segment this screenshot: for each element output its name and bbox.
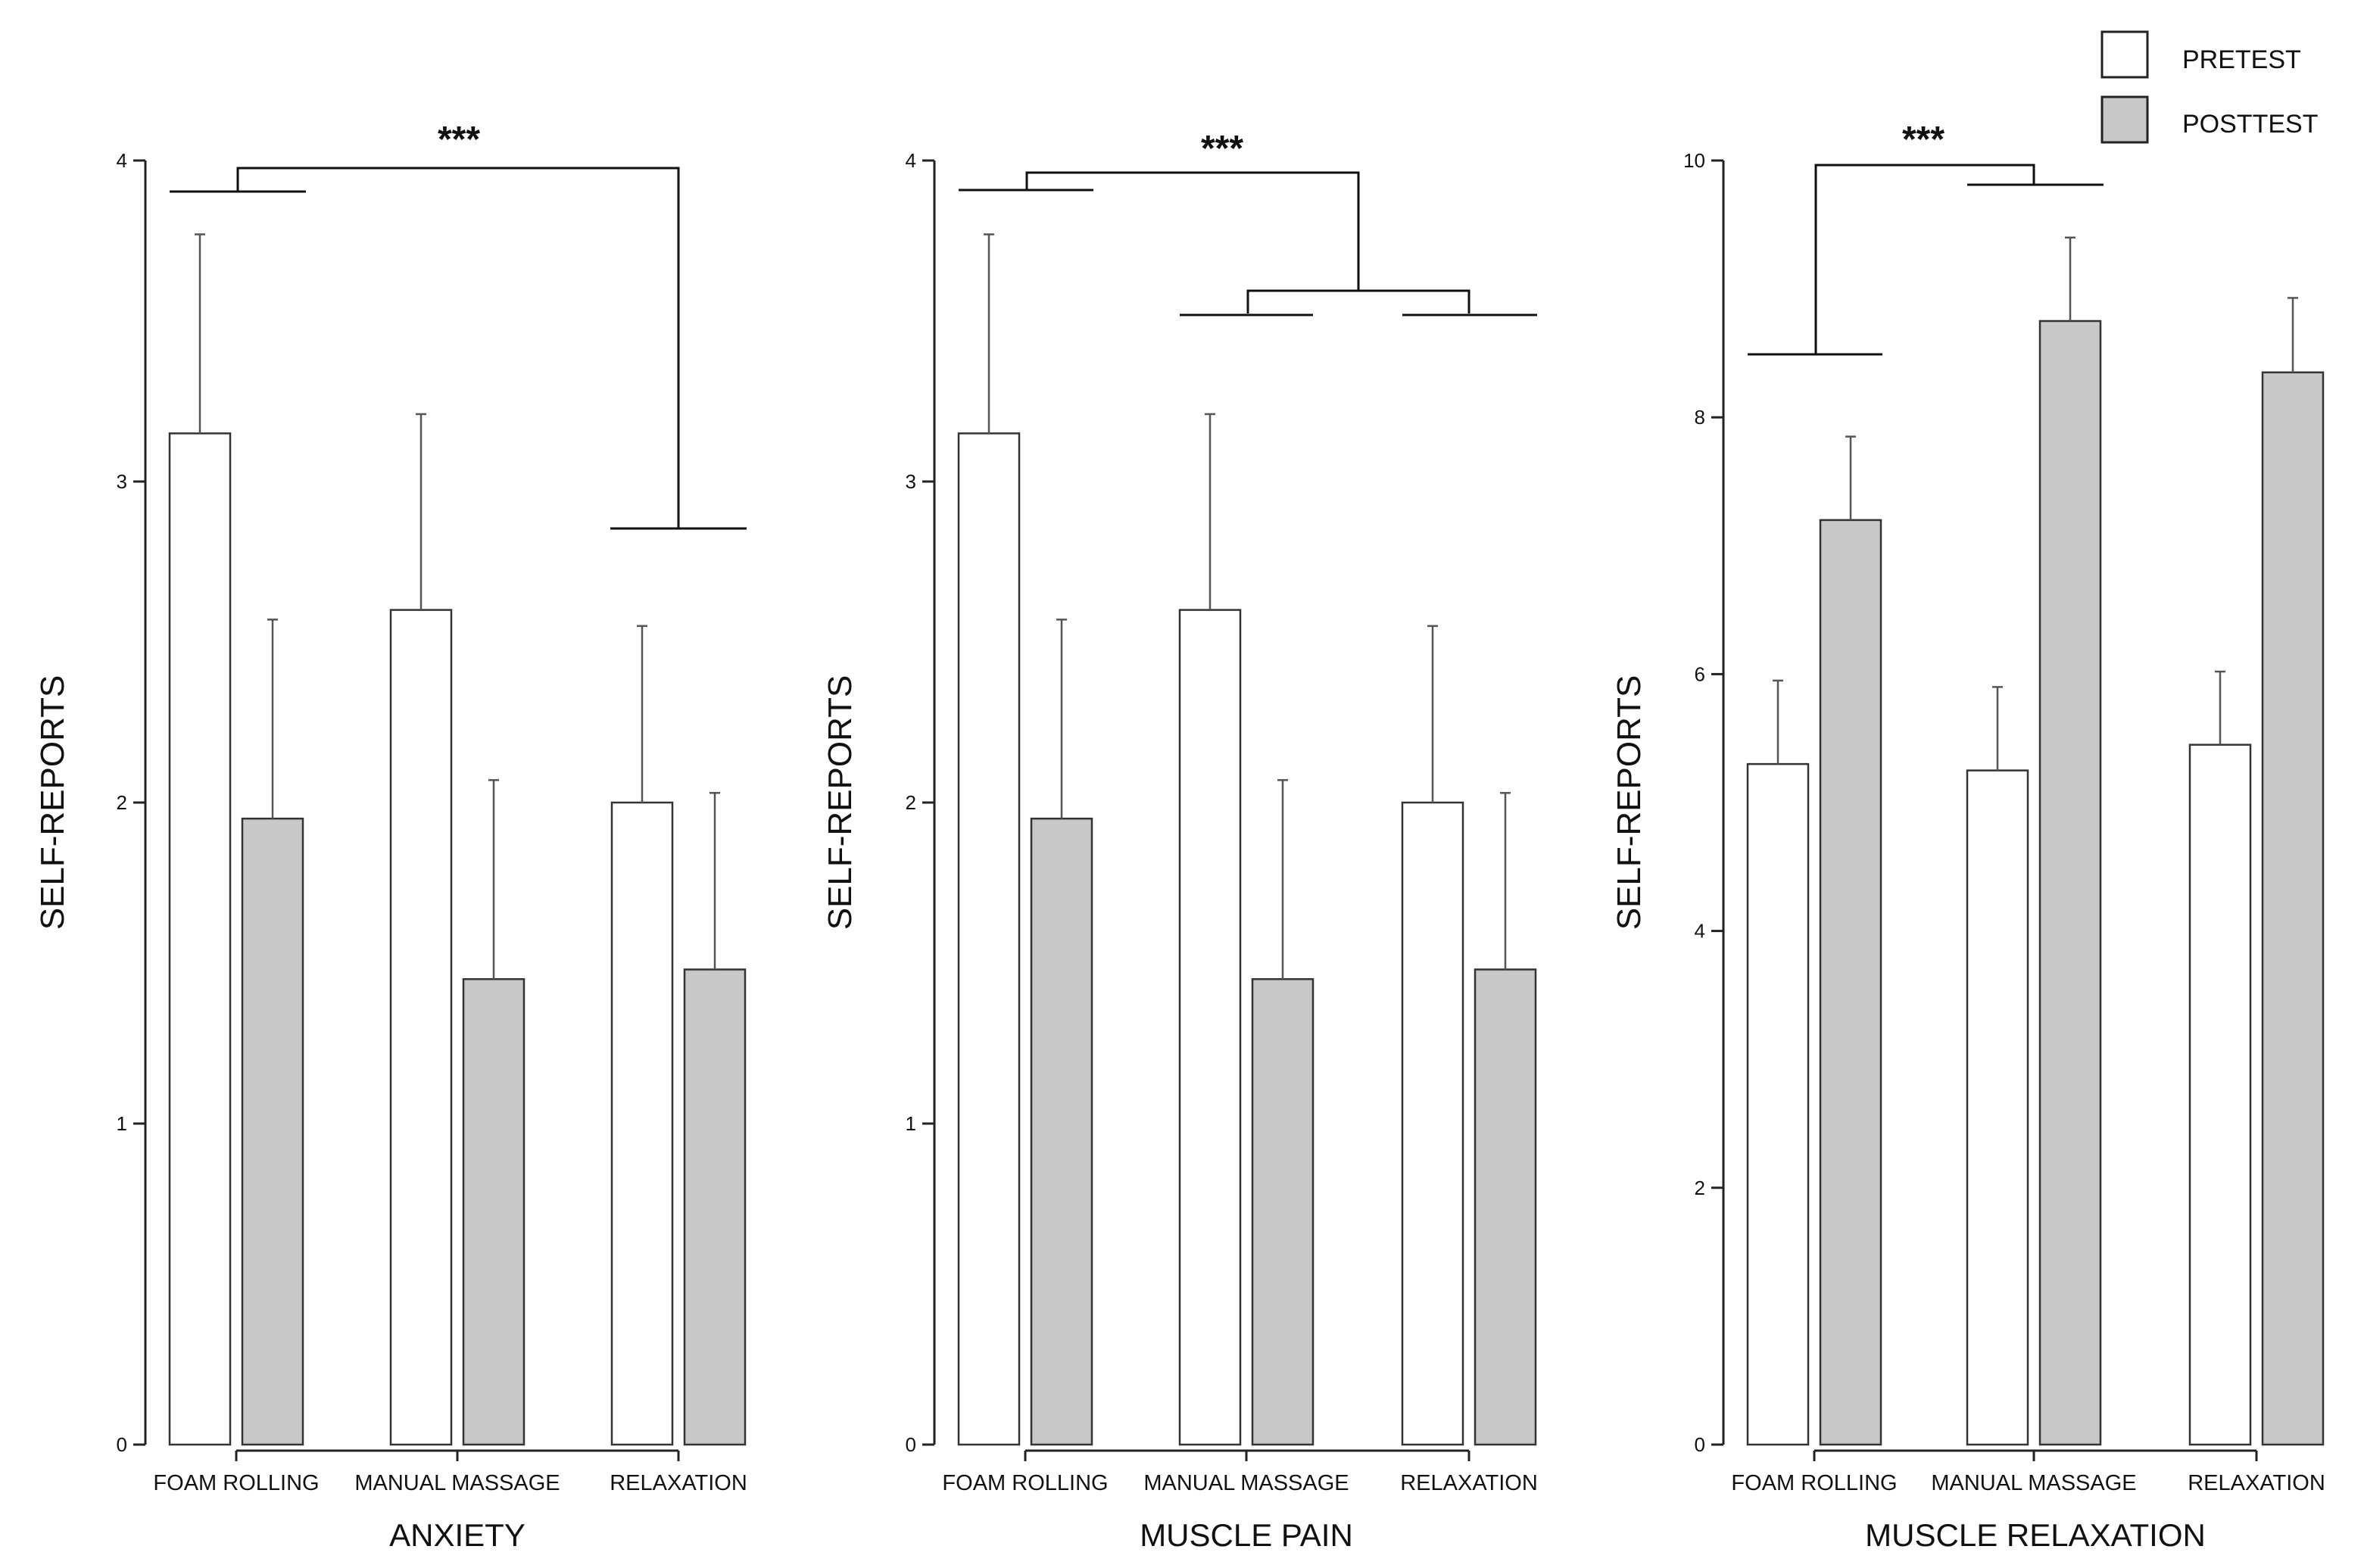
bar-posttest <box>1030 817 1093 1446</box>
y-axis-label: SELF-REPORTS <box>822 675 859 931</box>
significance-label: *** <box>1201 129 1243 169</box>
panel-muscle-pain: SELF-REPORTS MUSCLE PAIN *** 0 1 2 3 4 FOAM R… <box>822 129 1538 1553</box>
x-category-label: MANUAL MASSAGE <box>1931 1471 2136 1495</box>
panel-title-muscle-pain: MUSCLE PAIN <box>1140 1517 1353 1553</box>
y-tick-label: 0 <box>1695 1433 1705 1456</box>
y-tick-label: 6 <box>1695 662 1705 685</box>
category-group: FOAM ROLLING <box>942 233 1109 1495</box>
bar-pretest <box>1401 801 1464 1446</box>
y-axis: 0 1 2 3 4 <box>906 149 936 1456</box>
legend: PRETEST POSTTEST <box>2100 30 2318 144</box>
bar-posttest <box>683 968 747 1446</box>
bar-posttest <box>2038 320 2102 1446</box>
panel-muscle-relaxation: SELF-REPORTS MUSCLE RELAXATION *** 0 2 4 6 8… <box>1611 120 2325 1553</box>
significance-bracket <box>959 171 1537 316</box>
bar-posttest <box>462 977 526 1446</box>
category-group: RELAXATION <box>1400 625 1538 1495</box>
y-tick-label: 3 <box>117 470 127 493</box>
significance-bracket <box>1748 164 2104 356</box>
y-tick-label: 10 <box>1683 149 1705 172</box>
x-category-label: FOAM ROLLING <box>1731 1471 1897 1495</box>
bar-pretest <box>1966 769 2029 1446</box>
y-axis-label: SELF-REPORTS <box>34 675 71 931</box>
legend-label-pretest: PRETEST <box>2182 45 2301 74</box>
x-category-label: RELAXATION <box>2188 1471 2325 1495</box>
bar-pretest <box>1178 609 1242 1446</box>
bar-pretest <box>610 801 674 1446</box>
category-group: RELAXATION <box>2188 297 2325 1495</box>
y-axis: 0 1 2 3 4 <box>117 149 147 1456</box>
panel-title-muscle-relaxation: MUSCLE RELAXATION <box>1865 1517 2206 1553</box>
bar-pretest <box>168 432 232 1446</box>
y-tick-label: 2 <box>1695 1177 1705 1199</box>
significance-label: *** <box>1902 120 1945 160</box>
category-group: MANUAL MASSAGE <box>1143 413 1349 1495</box>
category-group: MANUAL MASSAGE <box>354 413 560 1495</box>
y-tick-label: 8 <box>1695 406 1705 429</box>
x-category-label: FOAM ROLLING <box>153 1471 319 1495</box>
bar-posttest <box>2261 371 2325 1446</box>
bar-pretest <box>957 432 1021 1446</box>
y-axis-label: SELF-REPORTS <box>1611 675 1648 931</box>
x-category-label: MANUAL MASSAGE <box>1143 1471 1349 1495</box>
panel-anxiety: SELF-REPORTS ANXIETY *** 0 1 2 3 4 FOAM ROLLI… <box>34 120 747 1553</box>
legend-swatch-pretest <box>2100 30 2149 79</box>
x-category-label: RELAXATION <box>610 1471 747 1495</box>
bar-posttest <box>241 817 304 1446</box>
category-group: RELAXATION <box>610 625 747 1495</box>
significance-bracket <box>170 167 747 530</box>
y-tick-label: 2 <box>906 791 916 814</box>
legend-label-posttest: POSTTEST <box>2182 110 2318 139</box>
category-group: FOAM ROLLING <box>1731 435 1898 1495</box>
y-tick-label: 3 <box>906 470 916 493</box>
category-group: MANUAL MASSAGE <box>1931 236 2137 1495</box>
y-tick-label: 2 <box>117 791 127 814</box>
bar-pretest <box>1746 762 1810 1446</box>
y-tick-label: 4 <box>906 149 916 172</box>
y-tick-label: 1 <box>117 1112 127 1135</box>
category-group: FOAM ROLLING <box>153 233 320 1495</box>
y-tick-label: 0 <box>906 1433 916 1456</box>
y-tick-label: 0 <box>117 1433 127 1456</box>
y-tick-label: 4 <box>117 149 127 172</box>
legend-swatch-posttest <box>2100 95 2149 144</box>
x-category-label: FOAM ROLLING <box>942 1471 1108 1495</box>
y-tick-label: 1 <box>906 1112 916 1135</box>
bar-pretest <box>2188 743 2252 1446</box>
significance-label: *** <box>438 120 480 160</box>
y-tick-label: 4 <box>1695 920 1705 943</box>
bar-posttest <box>1474 968 1537 1446</box>
bar-posttest <box>1819 519 1882 1446</box>
bar-pretest <box>389 609 453 1446</box>
panel-title-anxiety: ANXIETY <box>389 1517 526 1553</box>
x-category-label: RELAXATION <box>1400 1471 1538 1495</box>
x-category-label: MANUAL MASSAGE <box>354 1471 560 1495</box>
y-axis: 0 2 4 6 8 10 <box>1683 149 1725 1456</box>
bar-posttest <box>1251 977 1315 1446</box>
